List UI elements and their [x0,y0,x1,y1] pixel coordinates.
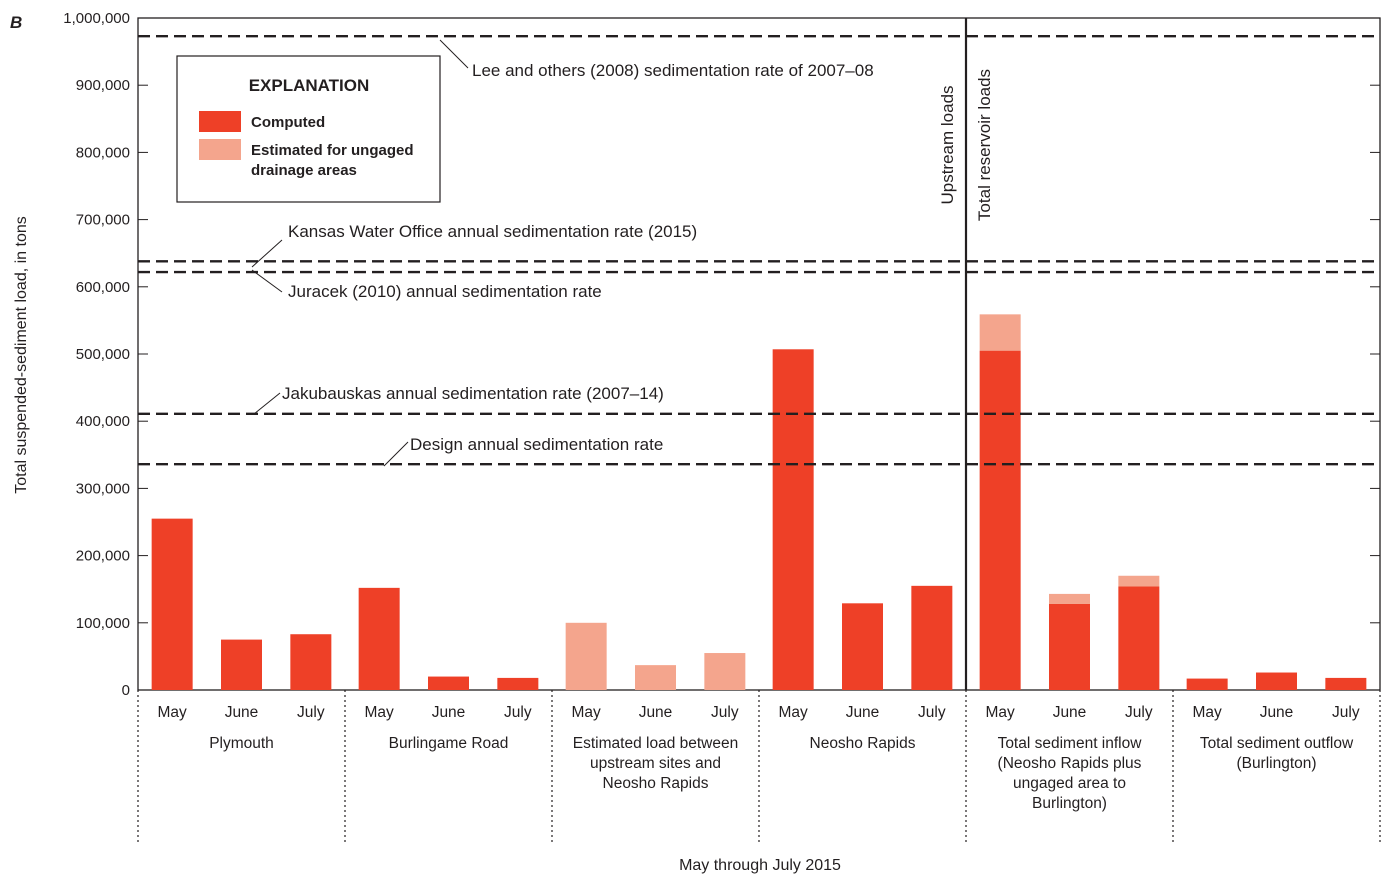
bar-computed [1325,677,1367,690]
y-tick-label: 200,000 [76,548,130,565]
group-label: Neosho Rapids [603,775,709,792]
month-label: June [1053,704,1087,721]
bar-computed [428,676,469,690]
bar-computed [842,603,883,690]
legend-label: Estimated for ungaged [251,142,414,159]
y-tick-label: 0 [122,682,130,699]
y-tick-label: 500,000 [76,346,130,363]
month-label: June [846,704,880,721]
y-tick-label: 100,000 [76,615,130,632]
group-label: (Burlington) [1236,755,1316,772]
legend: EXPLANATION Computed Estimated for ungage… [176,55,441,203]
group-label: Total sediment outflow [1200,735,1354,752]
bar-estimated [704,653,746,690]
reference-label: Juracek (2010) annual sedimentation rate [288,282,602,301]
month-label: July [711,704,739,721]
legend-label: Computed [251,114,325,131]
total-reservoir-loads-label: Total reservoir loads [975,69,994,221]
month-label: July [297,704,325,721]
panel-letter: B [10,13,22,32]
reference-leader [251,239,283,268]
reference-label: Jakubauskas annual sedimentation rate (2… [282,384,664,403]
month-label: May [1193,704,1223,721]
group-label: ungaged area to [1013,775,1126,792]
group-label: Burlington) [1032,795,1107,812]
reference-leader [253,392,281,415]
bar-computed [1118,586,1160,690]
y-tick-label: 1,000,000 [63,10,130,27]
reference-label: Lee and others (2008) sedimentation rate… [472,61,874,80]
month-label: May [158,704,188,721]
x-axis-title: May through July 2015 [679,857,841,874]
legend-title: EXPLANATION [249,76,370,95]
bar-computed [979,350,1021,690]
text-layer: B Total suspended-sediment load, in tons… [10,13,994,874]
bar-estimated [1049,593,1090,604]
group-label: Plymouth [209,735,274,752]
bar-computed [221,639,262,690]
bar-computed [911,585,953,690]
legend-swatch [199,139,241,160]
group-label: Total sediment inflow [998,735,1143,752]
group-label: Estimated load between [573,735,738,752]
y-tick-label: 400,000 [76,413,130,430]
reference-leader [383,441,409,467]
y-axis-title: Total suspended-sediment load, in tons [13,216,30,494]
bar-computed [772,349,814,690]
month-label: June [639,704,673,721]
month-label: May [572,704,602,721]
upstream-loads-label: Upstream loads [938,85,957,204]
month-label: May [365,704,395,721]
month-label: June [225,704,259,721]
month-label: June [432,704,466,721]
legend-items: Computed Estimated for ungaged drainage ar… [199,111,414,179]
bar-computed [358,587,400,690]
reference-leader [439,39,469,69]
bar-estimated [1118,575,1160,587]
month-label: May [779,704,809,721]
month-label: July [1332,704,1360,721]
bar-computed [1186,678,1228,690]
legend-swatch [199,111,241,132]
legend-label: drainage areas [251,162,357,179]
bar-estimated [979,314,1021,351]
group-label: Neosho Rapids [810,735,916,752]
y-tick-label: 600,000 [76,279,130,296]
group-label: upstream sites and [590,755,721,772]
bar-estimated [565,622,607,690]
reference-label: Design annual sedimentation rate [410,435,663,454]
bar-computed [1049,603,1090,690]
group-label: Burlingame Road [389,735,509,752]
month-label: May [986,704,1016,721]
month-label: July [504,704,532,721]
y-tick-label: 900,000 [76,77,130,94]
month-label: July [918,704,946,721]
y-tick-label: 700,000 [76,212,130,229]
month-label: July [1125,704,1153,721]
bar-computed [1256,672,1297,690]
reference-leader [251,269,283,293]
bar-computed [151,518,193,690]
y-tick-label: 800,000 [76,144,130,161]
plot-layer: 0 100,000 200,000 300,000 400,000 500,000 600,… [63,10,1381,845]
y-tick-label: 300,000 [76,480,130,497]
month-label: June [1260,704,1294,721]
reference-label: Kansas Water Office annual sedimentation… [288,222,697,241]
bar-estimated [635,665,676,690]
group-label: (Neosho Rapids plus [998,755,1142,772]
bar-computed [290,634,332,690]
bar-computed [497,677,539,690]
